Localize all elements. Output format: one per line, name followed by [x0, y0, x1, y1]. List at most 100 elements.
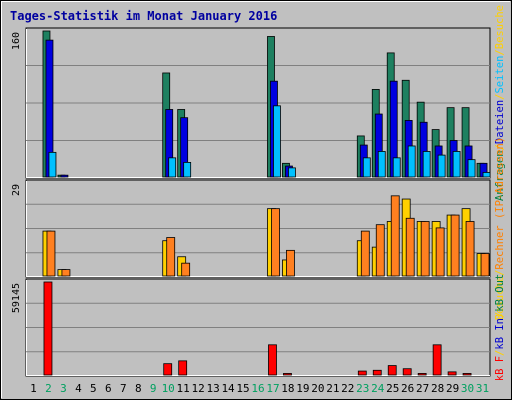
right-axis-label: Besuche/Rechner (IP-Adressen)	[494, 137, 506, 320]
series-bottom-0	[43, 281, 472, 376]
bar-bottom-kb-f-day-27	[417, 373, 427, 376]
x-tick-label-day-3: 3	[60, 382, 67, 395]
x-axis: 1 2 3 4 5 6 7 8 9 10 11 12 13 14 15 16 17 18 19 20 21 22 23 24 2…	[30, 382, 489, 395]
bar-middle-rechner-ip-adressen--day-11	[181, 262, 191, 277]
series-top-2	[48, 105, 491, 178]
bar-bottom-kb-f-day-2	[43, 281, 53, 376]
right-axis-label-part: Seiten	[494, 56, 506, 94]
x-tick-label-day-25: 25	[386, 382, 399, 395]
x-tick-label-day-12: 12	[192, 382, 205, 395]
bar-middle-rechner-ip-adressen--day-17	[271, 208, 280, 277]
x-tick-label-day-23: 23	[356, 382, 369, 395]
bar-top-seiten-day-30	[467, 159, 476, 178]
x-tick-label-day-21: 21	[326, 382, 339, 395]
y-max-label: 160	[11, 32, 22, 50]
x-tick-label-day-15: 15	[236, 382, 249, 395]
y-max-label: 59145	[11, 283, 22, 313]
right-axis-label-part: /	[494, 144, 506, 150]
bar-middle-rechner-ip-adressen--day-31	[480, 253, 490, 277]
x-tick-label-day-24: 24	[371, 382, 385, 395]
right-axis-label-part: Rechner (IP-Adressen)	[494, 137, 506, 270]
bar-middle-rechner-ip-adressen--day-2	[46, 230, 56, 277]
bar-bottom-kb-f-day-30	[462, 373, 472, 376]
bar-middle-rechner-ip-adressen--day-24	[375, 224, 385, 277]
right-axis-label-part: kB Out	[494, 274, 506, 312]
x-tick-label-day-30: 30	[461, 382, 474, 395]
bar-middle-rechner-ip-adressen--day-30	[465, 221, 475, 277]
chart-panels: 160Anfragen/Dateien/Seiten/Besuche29Besu…	[11, 5, 506, 381]
bar-bottom-kb-f-day-24	[372, 369, 382, 376]
bar-middle-rechner-ip-adressen--day-18	[286, 249, 295, 277]
bar-bottom-kb-f-day-25	[387, 365, 397, 376]
right-axis-label-part: Anfragen	[494, 150, 506, 201]
x-tick-label-day-28: 28	[431, 382, 444, 395]
x-tick-label-day-22: 22	[341, 382, 354, 395]
bar-bottom-kb-f-day-11	[178, 360, 188, 376]
bar-middle-rechner-ip-adressen--day-29	[450, 214, 460, 277]
x-tick-label-day-17: 17	[266, 382, 279, 395]
bar-top-seiten-day-18	[288, 167, 296, 178]
bar-bottom-kb-f-day-26	[402, 368, 412, 376]
series-middle-1	[46, 195, 490, 277]
x-tick-label-day-27: 27	[416, 382, 429, 395]
x-tick-label-day-18: 18	[281, 382, 294, 395]
x-tick-label-day-14: 14	[221, 382, 235, 395]
bar-top-seiten-day-10	[168, 157, 177, 178]
bar-top-seiten-day-31	[482, 172, 491, 178]
right-axis-label-part: /	[494, 312, 506, 318]
bar-top-dateien-day-3	[60, 174, 69, 178]
x-tick-label-day-13: 13	[206, 382, 219, 395]
right-axis-label-part: /	[494, 270, 506, 276]
x-tick-label-day-6: 6	[105, 382, 112, 395]
x-tick-label-day-9: 9	[150, 382, 157, 395]
bar-middle-rechner-ip-adressen--day-27	[420, 221, 430, 277]
x-tick-label-day-8: 8	[135, 382, 142, 395]
right-axis-label-part: kB F	[494, 356, 506, 381]
x-tick-label-day-7: 7	[120, 382, 127, 395]
bar-top-seiten-day-27	[422, 151, 431, 178]
right-axis-label-part: kB In	[494, 318, 506, 350]
x-tick-label-day-19: 19	[296, 382, 309, 395]
x-tick-label-day-2: 2	[45, 382, 52, 395]
chart-title: Tages-Statistik im Monat January 2016	[10, 9, 277, 23]
right-axis-label: Anfragen/Dateien/Seiten/Besuche	[494, 5, 506, 201]
right-axis-label: kB F/kB In/kB Out	[494, 274, 506, 382]
bar-top-seiten-day-26	[407, 145, 416, 178]
bar-top-seiten-day-11	[183, 161, 192, 178]
bar-top-seiten-day-17	[273, 105, 281, 178]
right-axis-label-part: /	[494, 350, 506, 356]
bar-bottom-kb-f-day-29	[447, 371, 457, 376]
bar-bottom-kb-f-day-23	[357, 370, 367, 376]
bar-bottom-kb-f-day-18	[283, 373, 292, 376]
bar-top-seiten-day-29	[452, 151, 461, 178]
bar-middle-rechner-ip-adressen--day-26	[405, 217, 415, 277]
x-tick-label-day-26: 26	[401, 382, 414, 395]
bar-top-seiten-day-28	[437, 154, 446, 178]
x-tick-label-day-4: 4	[75, 382, 82, 395]
x-tick-label-day-20: 20	[311, 382, 324, 395]
right-axis-label-part: Besuche	[494, 5, 506, 49]
x-tick-label-day-5: 5	[90, 382, 97, 395]
bar-middle-rechner-ip-adressen--day-23	[360, 230, 370, 277]
bar-top-seiten-day-23	[362, 157, 371, 178]
right-axis-label-part: Besuche	[494, 276, 506, 320]
bar-bottom-kb-f-day-28	[432, 344, 442, 376]
x-tick-label-day-16: 16	[251, 382, 264, 395]
bar-top-seiten-day-25	[392, 157, 401, 178]
bar-middle-rechner-ip-adressen--day-3	[61, 269, 71, 277]
bar-top-seiten-day-24	[377, 151, 386, 178]
x-tick-label-day-11: 11	[177, 382, 190, 395]
x-tick-label-day-31: 31	[476, 382, 489, 395]
x-tick-label-day-29: 29	[446, 382, 459, 395]
x-tick-label-day-10: 10	[162, 382, 175, 395]
x-tick-label-day-1: 1	[30, 382, 37, 395]
y-max-label: 29	[11, 184, 22, 196]
right-axis-label-part: Dateien	[494, 100, 506, 144]
bar-bottom-kb-f-day-10	[163, 363, 173, 376]
right-axis-label-part: /	[494, 94, 506, 100]
bar-middle-rechner-ip-adressen--day-10	[166, 237, 176, 277]
